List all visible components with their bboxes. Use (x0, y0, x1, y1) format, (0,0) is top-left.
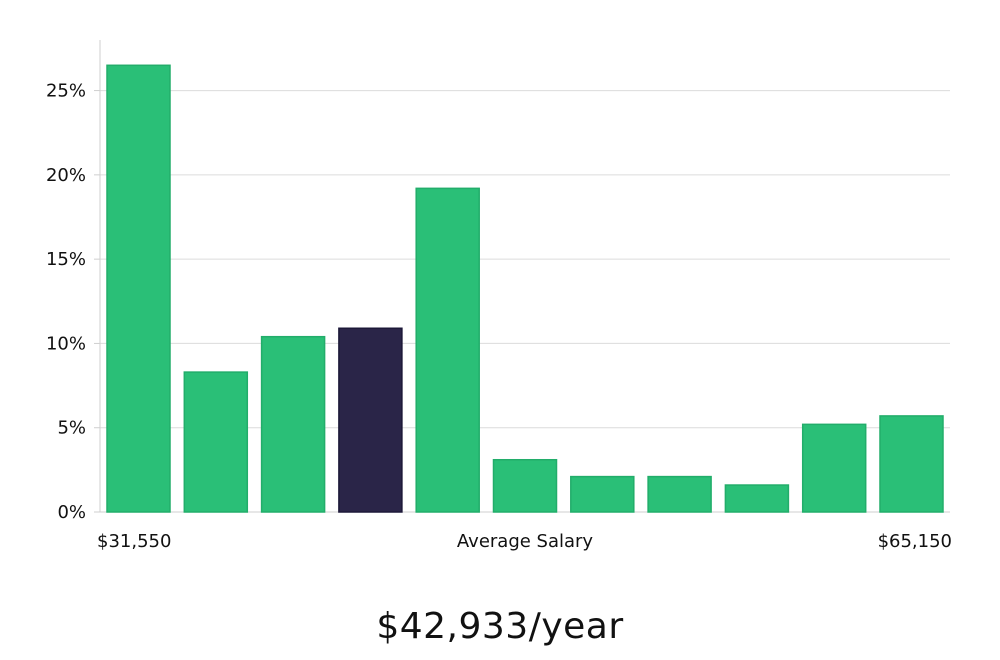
y-tick-label-20: 20% (46, 165, 86, 186)
bar-5 (415, 187, 480, 513)
bar-9 (724, 484, 790, 513)
bar-2 (183, 371, 249, 513)
bar-7 (570, 475, 635, 513)
y-tick-label-15: 15% (46, 249, 86, 270)
average-salary-value: $42,933/year (376, 606, 624, 647)
bar-highlighted-4 (338, 327, 403, 513)
y-tick-label-0: 0% (57, 502, 86, 523)
y-tick-label-5: 5% (57, 418, 86, 439)
bar-8 (647, 475, 712, 513)
x-axis-max-label: $65,150 (878, 531, 952, 552)
y-tick-label-10: 10% (46, 333, 86, 354)
y-tick-label-25: 25% (46, 81, 86, 102)
bar-1 (106, 64, 171, 513)
x-axis-min-label: $31,550 (97, 531, 171, 552)
bar-6 (492, 458, 558, 513)
bar-3 (260, 335, 326, 513)
bar-series (106, 64, 944, 513)
x-axis-title: Average Salary (457, 531, 594, 552)
y-axis-ticks: 0% 5% 10% 15% 20% 25% (46, 81, 100, 523)
bar-11 (879, 415, 944, 513)
bar-10 (801, 423, 867, 513)
